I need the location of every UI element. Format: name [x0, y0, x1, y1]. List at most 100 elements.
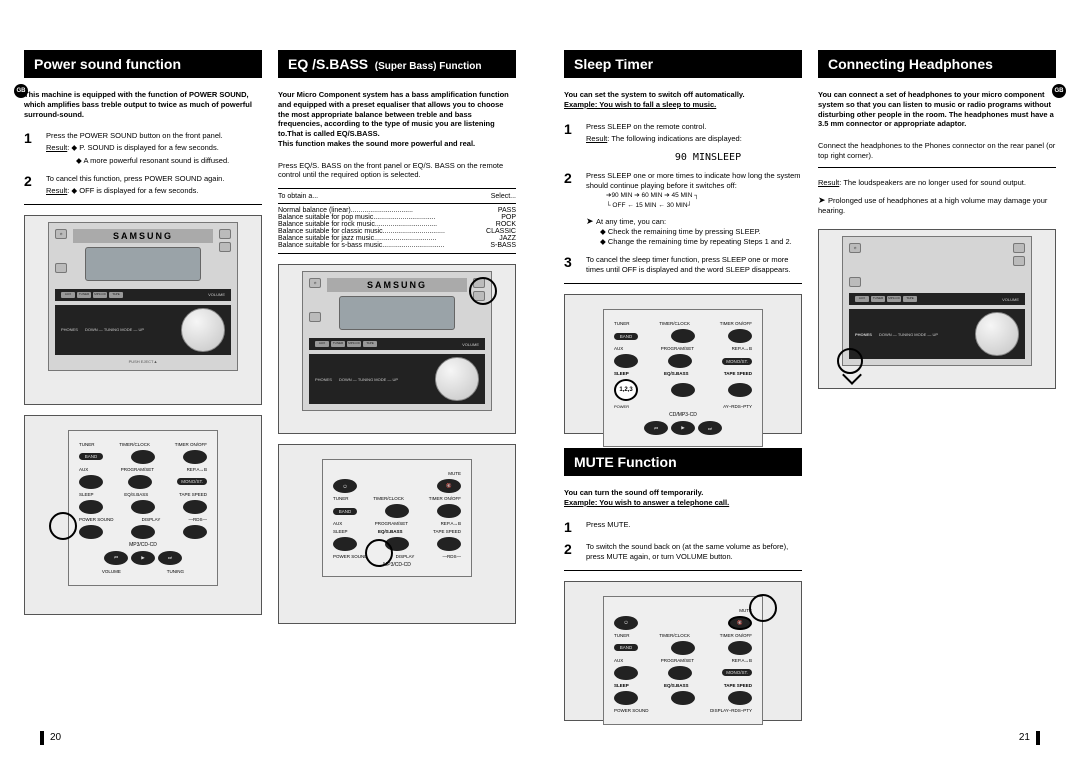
r4-eq: EQ/S.BASS — [664, 683, 689, 688]
r3-f — [728, 383, 752, 397]
r2-e — [437, 537, 461, 551]
r-timeronoff: TIMER ON/OFF — [175, 442, 207, 447]
sleep-step-2: 2 Press SLEEP one or more times to indic… — [564, 171, 802, 247]
figure-remote-sleep: TUNERTIMER/CLOCKTIMER ON/OFF BAND AUXPRO… — [564, 294, 802, 434]
sleep-s1: Press SLEEP on the remote control. — [586, 122, 706, 131]
r3-tc: TIMER/CLOCK — [659, 321, 690, 326]
r2-aux: AUX — [333, 521, 342, 526]
r4-a — [671, 641, 695, 655]
figure-remote-mute: MUTE ⏻🔇 TUNERTIMER/CLOCKTIMER ON/OFF BAN… — [564, 581, 802, 721]
u-tm: DOWN — TUNING MODE — UP — [339, 377, 398, 382]
intro-sleep: You can set the system to switch off aut… — [564, 90, 802, 110]
r-prev: ⏮ — [104, 551, 128, 565]
lcd-screen — [339, 296, 455, 330]
r-b10 — [183, 525, 207, 539]
r-monost: MONO/ST. — [177, 478, 207, 485]
r2-sleep: SLEEP — [333, 529, 348, 534]
headphones-result: The loudspeakers are no longer used for … — [843, 178, 1026, 187]
r2-rds: —RDS— — [442, 554, 461, 559]
u-aux: AUX — [315, 341, 329, 347]
sleep-anytime: At any time, you can: — [586, 215, 802, 227]
r3-aux: AUX — [614, 346, 623, 351]
r-b6 — [131, 500, 155, 514]
r2-disp: DISPLAY — [396, 554, 415, 559]
power-button-icon: ⏻ — [55, 229, 67, 239]
r-b8 — [79, 525, 103, 539]
r2-a — [385, 504, 409, 518]
r4-f — [671, 691, 695, 705]
eq-title-sub: Super Bass) Function — [378, 61, 481, 72]
r4-c — [614, 666, 638, 680]
r2-eq: EQ/S.BASS — [378, 529, 403, 534]
heading-headphones: Connecting Headphones — [818, 50, 1056, 78]
h-ps — [1013, 243, 1025, 253]
step-result: P. SOUND is displayed for a few seconds. — [79, 143, 219, 152]
r4-aux: AUX — [614, 658, 623, 663]
r-b9 — [131, 525, 155, 539]
r4-pwr: ⏻ — [614, 616, 638, 630]
r2-mute: MUTE — [448, 471, 461, 476]
eqbass-button-icon — [219, 242, 231, 252]
sleep-intro-text: You can set the system to switch off aut… — [564, 90, 745, 99]
tape-btn: TAPE — [109, 292, 123, 298]
r-aux: AUX — [79, 467, 88, 472]
mute-s2: To switch the sound back on (at the same… — [586, 542, 802, 562]
headphones-body: Connect the headphones to the Phones con… — [818, 141, 1056, 161]
r-timerclock: TIMER/CLOCK — [119, 442, 150, 447]
r2-ts: TAPE SPEED — [433, 529, 461, 534]
eject-label: PUSH EJECT▲ — [55, 359, 231, 364]
eq-th-right: Select... — [491, 193, 516, 200]
r3-sleep-btn: 1,2,3 — [614, 379, 638, 401]
mute-step-2: 2To switch the sound back on (at the sam… — [564, 542, 802, 562]
r4-sleep: SLEEP — [614, 683, 629, 688]
r4-ts: TAPE SPEED — [724, 683, 752, 688]
r-b5 — [79, 500, 103, 514]
heading-power-sound: Power sound function — [24, 50, 262, 78]
r3-play: ▶ — [671, 421, 695, 435]
sleep-anytime-a: Check the remaining time by pressing SLE… — [608, 227, 761, 236]
u-phones: PHONES — [315, 377, 332, 382]
aux-btn: AUX — [61, 292, 75, 298]
r4-d — [668, 666, 692, 680]
eq-title-main: EQ /S.BASS — [288, 56, 368, 72]
r-volume-lbl: VOLUME — [102, 569, 121, 574]
figure-unit-headphones: ⏻ X AUX TUNER MP3-CD TAPE VOLUME PHONES … — [818, 229, 1056, 389]
r-play: ▶ — [131, 551, 155, 565]
h-tape: TAPE — [903, 296, 917, 302]
col-power-sound: Power sound function This machine is equ… — [24, 50, 262, 615]
eq-th-left: To obtain a... — [278, 193, 318, 200]
r2-rep: REP.A↔B — [441, 521, 461, 526]
heading-sleep: Sleep Timer — [564, 50, 802, 78]
eq-table-row: Normal balance (linear).................… — [278, 207, 516, 214]
seq-top: ➔90 MIN ➔ 60 MIN ➔ 45 MIN ┐ — [606, 191, 802, 201]
r-b1 — [131, 450, 155, 464]
r4-tc: TIMER/CLOCK — [659, 633, 690, 638]
r-tuning-lbl: TUNING — [167, 569, 184, 574]
callout-eqbass-remote — [365, 539, 393, 567]
step-result: OFF is displayed for a few seconds. — [79, 186, 198, 195]
eq-table-row: Balance suitable for rock music.........… — [278, 221, 516, 228]
sleep-s3: To cancel the sleep timer function, pres… — [586, 255, 802, 275]
figure-unit-eq: ⏻ SAMSUNG AUX TUNER MP3-CD TAPE VOLUME P… — [278, 264, 516, 434]
sleep-step-3: 3 To cancel the sleep timer function, pr… — [564, 255, 802, 275]
r3-b — [728, 329, 752, 343]
intro-power-sound: This machine is equipped with the functi… — [24, 90, 262, 119]
r3-pty: AY–RDS–PTY — [723, 404, 752, 409]
r-b4 — [128, 475, 152, 489]
r3-e — [671, 383, 695, 397]
eq-table-row: Balance suitable for jazz music.........… — [278, 235, 516, 242]
r-display: DISPLAY — [142, 517, 161, 522]
r3-tuner: TUNER — [614, 321, 630, 326]
r-next: ⏭ — [158, 551, 182, 565]
r-rep: REP.A↔B — [187, 467, 207, 472]
figure-unit-power: ⏻ SAMSUNG AUX T — [24, 215, 262, 405]
r4-band: BAND — [614, 644, 638, 651]
brand-label: SAMSUNG — [327, 278, 467, 292]
callout-phones — [837, 348, 863, 374]
lcd-screen — [85, 247, 201, 281]
pwr-icon: ⏻ — [309, 278, 321, 288]
h-eq — [1013, 256, 1025, 266]
r3-a — [671, 329, 695, 343]
demo-button-icon — [55, 263, 67, 273]
r-b2 — [183, 450, 207, 464]
